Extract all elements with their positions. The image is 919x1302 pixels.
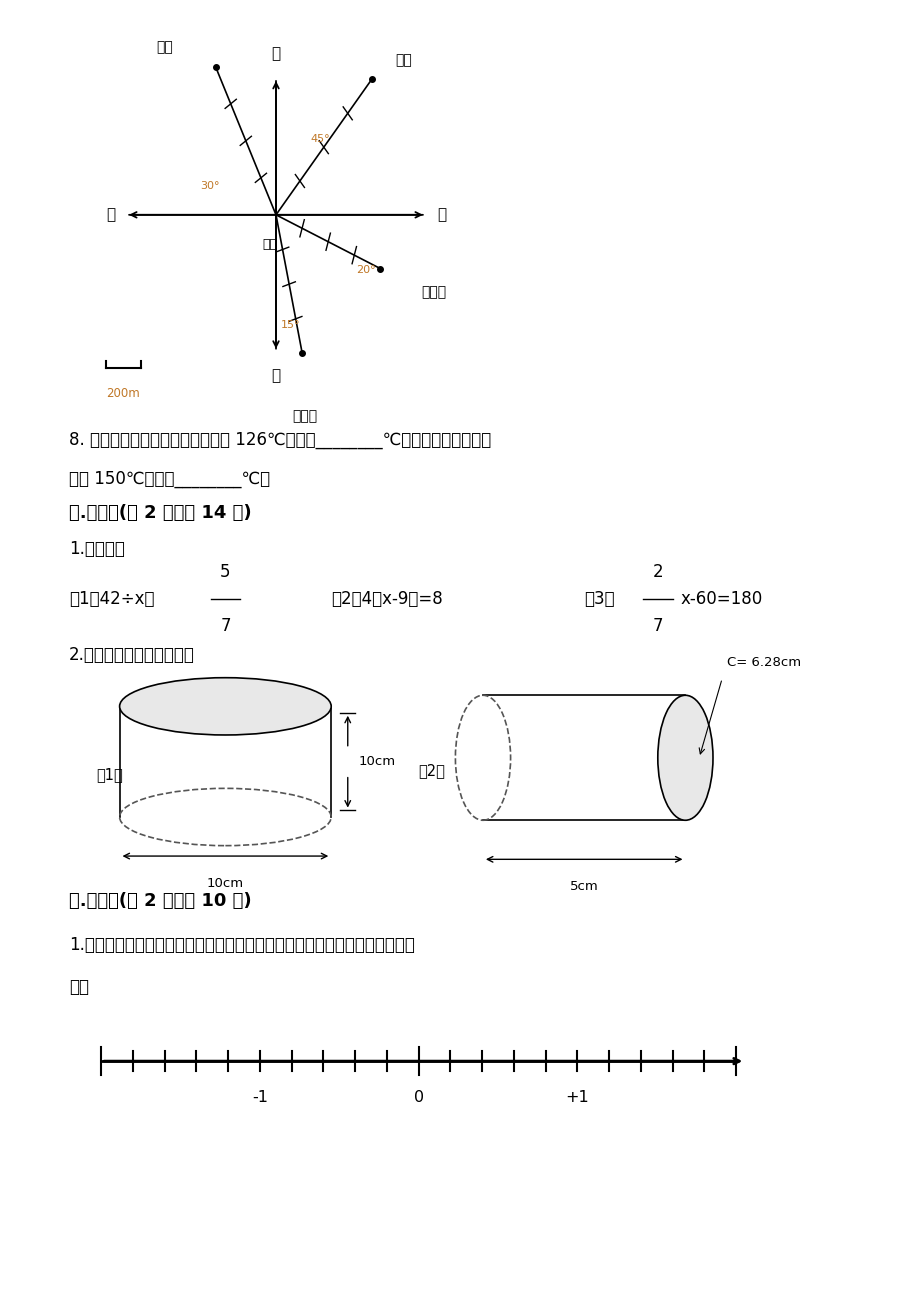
Ellipse shape bbox=[657, 695, 712, 820]
Text: 45°: 45° bbox=[310, 134, 330, 145]
Text: 30°: 30° bbox=[199, 181, 220, 191]
Text: 7: 7 bbox=[652, 617, 663, 635]
Text: （2）: （2） bbox=[418, 763, 445, 779]
Text: 邮局: 邮局 bbox=[395, 53, 412, 66]
Text: （1）42÷x＝: （1）42÷x＝ bbox=[69, 590, 154, 608]
Text: +1: +1 bbox=[565, 1090, 588, 1105]
Text: 2: 2 bbox=[652, 562, 663, 581]
Text: 南: 南 bbox=[271, 368, 280, 384]
Text: 7: 7 bbox=[220, 617, 231, 635]
Text: 零下 150℃，记作________℃。: 零下 150℃，记作________℃。 bbox=[69, 470, 270, 488]
Text: 五.作图题(共 2 题，共 10 分): 五.作图题(共 2 题，共 10 分) bbox=[69, 892, 252, 910]
Text: 10cm: 10cm bbox=[207, 878, 244, 889]
Text: （1）: （1） bbox=[96, 767, 123, 783]
Text: 书店: 书店 bbox=[156, 40, 173, 55]
Text: 2.计算下面圆柱的表面积。: 2.计算下面圆柱的表面积。 bbox=[69, 646, 195, 664]
Text: 电影院: 电影院 bbox=[421, 285, 446, 299]
Text: 10cm: 10cm bbox=[358, 755, 395, 768]
Text: -1: -1 bbox=[252, 1090, 267, 1105]
Text: 0: 0 bbox=[413, 1090, 424, 1105]
Text: 1.下面的数轴，我们认识的数能用数轴上的点表示，在相应的点上写出相应的: 1.下面的数轴，我们认识的数能用数轴上的点表示，在相应的点上写出相应的 bbox=[69, 936, 414, 954]
Text: 学校: 学校 bbox=[262, 238, 277, 251]
Text: 1.解方程。: 1.解方程。 bbox=[69, 540, 125, 559]
Text: （3）: （3） bbox=[584, 590, 614, 608]
Text: 北: 北 bbox=[271, 46, 280, 61]
Ellipse shape bbox=[119, 677, 331, 734]
Text: 图书馆: 图书馆 bbox=[292, 409, 317, 423]
Text: 8. 月球表面白天的平均温度是零上 126℃，记作________℃，夜间的平均温度为: 8. 月球表面白天的平均温度是零上 126℃，记作________℃，夜间的平均… bbox=[69, 431, 491, 449]
Text: 东: 东 bbox=[437, 207, 446, 223]
Text: 四.计算题(共 2 题，共 14 分): 四.计算题(共 2 题，共 14 分) bbox=[69, 504, 252, 522]
Text: 20°: 20° bbox=[356, 264, 376, 275]
Text: 200m: 200m bbox=[107, 387, 140, 400]
Text: C= 6.28cm: C= 6.28cm bbox=[726, 656, 800, 669]
Text: 5cm: 5cm bbox=[569, 880, 598, 893]
Text: 西: 西 bbox=[106, 207, 115, 223]
Text: x-60=180: x-60=180 bbox=[680, 590, 762, 608]
Text: 15°: 15° bbox=[280, 320, 301, 331]
Text: 5: 5 bbox=[220, 562, 231, 581]
Text: 数。: 数。 bbox=[69, 978, 89, 996]
Text: （2）4（x-9）=8: （2）4（x-9）=8 bbox=[331, 590, 442, 608]
